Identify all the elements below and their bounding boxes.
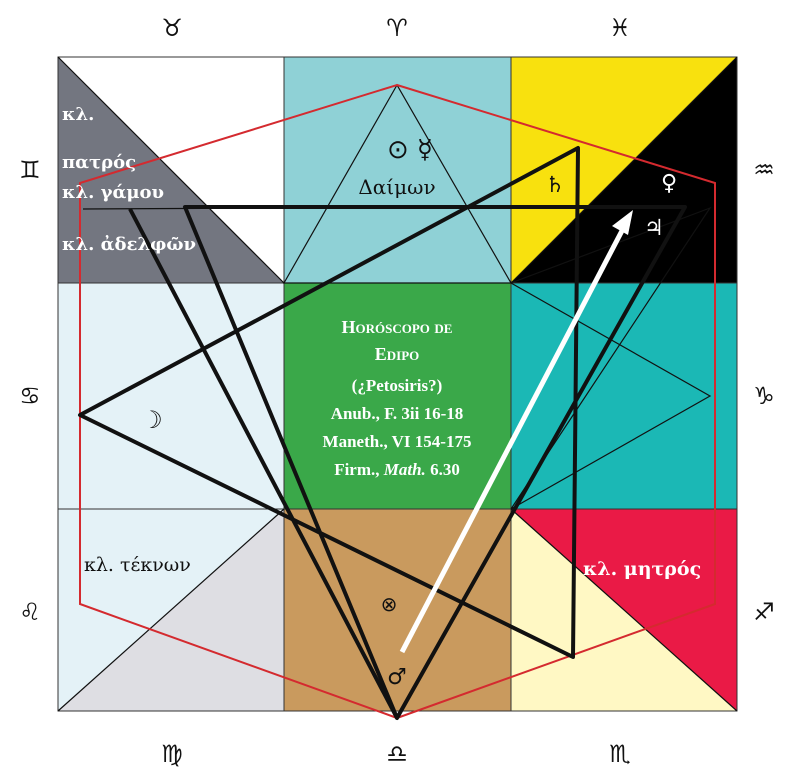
center-title-line1: Horóscopo de: [342, 317, 453, 337]
center-ref-manetho: Maneth., VI 154-175: [323, 432, 472, 451]
saturn-icon: ♄: [545, 173, 565, 198]
center-title: Horóscopo de Edipo (¿Petosiris?) Anub., …: [323, 317, 472, 479]
firmicus-prefix: Firm.,: [334, 460, 384, 479]
capricorn-icon: ♑: [753, 382, 775, 410]
firmicus-ref: 6.30: [426, 460, 460, 479]
daimon-label: Δαίμων: [358, 175, 435, 199]
grid-lines: [57, 56, 738, 712]
lot-father-line1: κλ.: [62, 104, 94, 125]
moon-icon: ☽: [141, 406, 163, 434]
cancer-icon: ♋: [19, 382, 41, 410]
planet-glyphs: ♄ ♀ ♃ ☽ ⊗ ♂: [141, 171, 677, 690]
leo-icon: ♌: [19, 598, 41, 626]
daimon-cell-text: ⊙ ☿ Δαίμων: [358, 135, 435, 199]
venus-icon: ♀: [661, 171, 677, 196]
virgo-icon: ♍: [161, 740, 183, 768]
aries-icon: ♈: [386, 14, 408, 42]
lot-siblings: κλ. ἀδελφῶν: [62, 234, 196, 255]
lot-children: κλ. τέκνων: [84, 554, 191, 576]
cell-cancer: [58, 283, 284, 509]
firmicus-work: Math.: [383, 460, 426, 479]
center-ref-firmicus: Firm., Math. 6.30: [334, 460, 460, 479]
gemini-icon: ♊: [19, 156, 41, 184]
lot-father-line2: πατρός: [62, 152, 136, 173]
jupiter-icon: ♃: [644, 216, 664, 241]
lot-fortune-icon: ⊗: [381, 592, 398, 616]
cell-capricorn: [511, 283, 737, 509]
mars-icon: ♂: [387, 665, 407, 690]
center-ref-anubio: Anub., F. 3ii 16-18: [331, 404, 464, 423]
cell-center: [284, 283, 511, 509]
taurus-icon: ♉: [161, 14, 183, 42]
libra-icon: ♎: [386, 740, 408, 768]
thick-aspect-lines: [78, 146, 687, 720]
cell-aries: [284, 57, 511, 283]
lot-mother: κλ. μητρός: [583, 558, 701, 580]
pisces-icon: ♓: [609, 14, 631, 42]
white-arrow: [399, 210, 633, 654]
scorpio-icon: ♏: [609, 740, 631, 768]
center-title-line2: Edipo: [375, 344, 420, 364]
lot-labels: κλ. πατρός κλ. γάμου κλ. ἀδελφῶν κλ. τέκ…: [62, 104, 701, 580]
lot-marriage: κλ. γάμου: [62, 182, 164, 203]
center-subtitle: (¿Petosiris?): [352, 376, 443, 395]
sun-mercury-icon: ⊙ ☿: [387, 135, 433, 165]
sagittarius-icon: ♐: [753, 598, 775, 626]
aquarius-icon: ♒: [753, 156, 775, 184]
zodiac-signs: ♉ ♈ ♓ ♊ ♋ ♌ ♒ ♑ ♐ ♍ ♎ ♏: [19, 14, 775, 768]
